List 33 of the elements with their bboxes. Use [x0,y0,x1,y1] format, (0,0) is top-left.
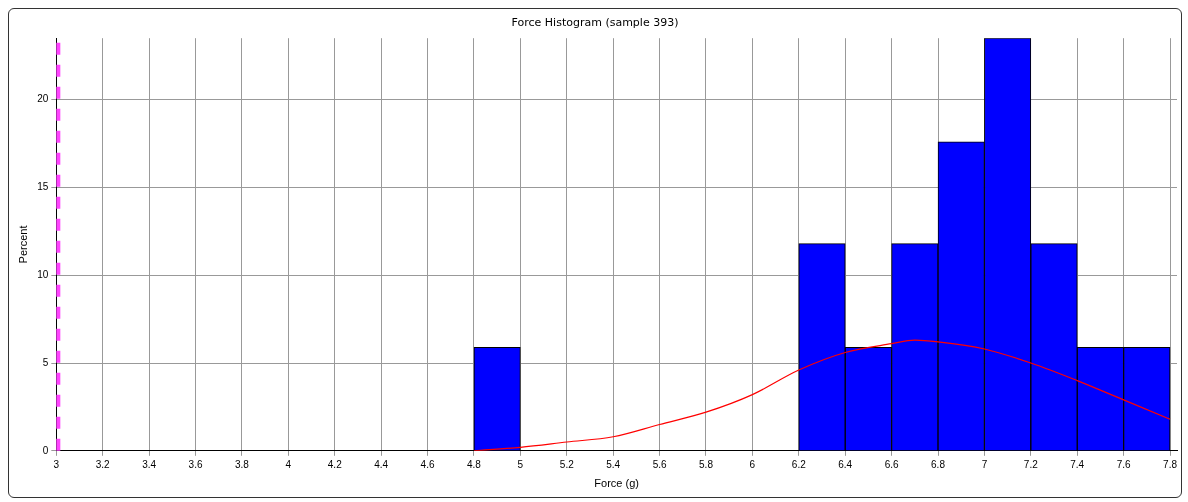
x-tick-label: 6.8 [931,458,946,470]
x-tick-label: 5.4 [606,458,621,470]
x-tick-label: 4.8 [467,458,482,470]
y-tick-label: 0 [42,444,49,456]
x-tick-label: 3.2 [95,458,111,470]
y-tick-label: 10 [37,268,49,280]
x-tick-label: 6.2 [791,458,807,470]
x-tick-label: 6.4 [838,458,853,470]
x-tick-label: 4.2 [327,458,343,470]
x-tick-label: 7 [981,458,988,470]
x-tick-label: 7.2 [1023,458,1039,470]
x-tick-label: 5.6 [652,458,667,470]
x-tick-label: 5.8 [699,458,714,470]
x-tick-label: 4.6 [420,458,435,470]
y-tick-label: 5 [42,356,49,368]
x-tick-label: 5.2 [559,458,575,470]
y-tick-label: 20 [37,93,49,105]
y-tick-label: 15 [37,181,49,193]
x-tick-label: 7.4 [1070,458,1085,470]
y-axis-title: Percent [16,225,29,264]
x-tick-label: 6.6 [884,458,899,470]
x-tick-label: 3.4 [142,458,157,470]
x-tick-label: 3.8 [234,458,250,470]
x-tick-label: 3.6 [188,458,203,470]
x-tick-label: 5 [517,458,524,470]
x-tick-label: 3 [53,458,60,470]
chart-title: Force Histogram (sample 393) [511,16,679,30]
x-tick-label: 4 [285,458,292,470]
x-tick-label: 4.4 [374,458,389,470]
x-tick-label: 7.6 [1116,458,1132,470]
x-tick-label: 6 [749,458,756,470]
x-axis-title: Force (g) [594,477,639,490]
x-tick-label: 7.8 [1163,458,1178,470]
